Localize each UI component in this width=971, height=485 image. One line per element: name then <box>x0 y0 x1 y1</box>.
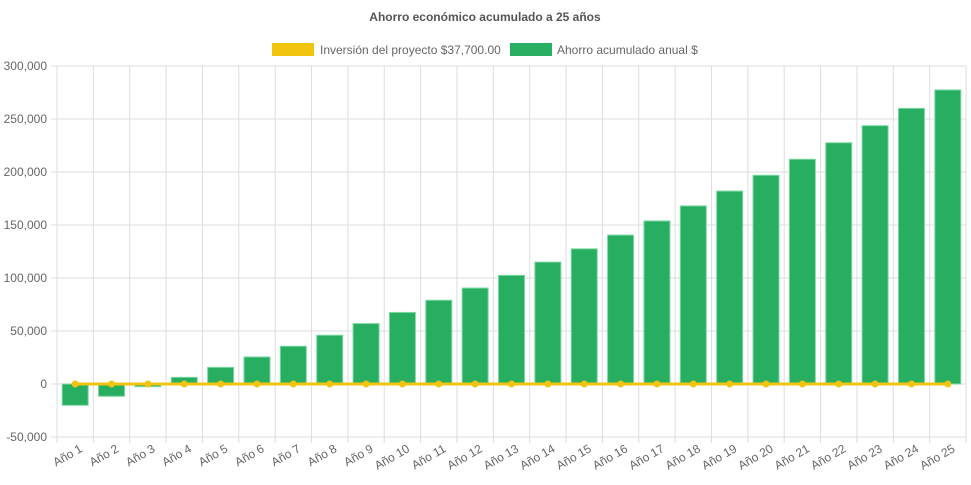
x-tick-label: Año 13 <box>481 441 521 472</box>
x-tick-label: Año 5 <box>196 441 230 469</box>
investment-point <box>326 380 334 388</box>
investment-point <box>580 380 588 388</box>
x-tick-label: Año 24 <box>881 441 921 472</box>
bar <box>243 356 271 385</box>
bar <box>643 220 671 385</box>
investment-point <box>180 380 188 388</box>
investment-point <box>362 380 370 388</box>
x-tick-label: Año 2 <box>87 441 121 469</box>
x-tick-label: Año 3 <box>123 441 157 469</box>
x-tick-label: Año 11 <box>409 441 448 472</box>
bar <box>388 311 416 385</box>
x-tick-label: Año 25 <box>917 441 957 472</box>
investment-point <box>689 380 697 388</box>
bar <box>825 142 853 385</box>
investment-point <box>726 380 734 388</box>
x-tick-label: Año 23 <box>845 441 885 472</box>
y-tick-label: 300,000 <box>4 59 48 73</box>
x-tick-label: Año 15 <box>554 441 594 472</box>
bar <box>607 234 635 385</box>
investment-point <box>508 380 515 388</box>
x-tick-label: Año 16 <box>590 441 630 472</box>
x-tick-label: Año 7 <box>269 441 303 469</box>
bar <box>498 274 525 385</box>
x-tick-label: Año 20 <box>736 441 776 472</box>
x-tick-label: Año 6 <box>232 441 266 469</box>
investment-point <box>471 380 479 388</box>
y-tick-label: 250,000 <box>4 112 48 126</box>
bar <box>716 190 744 385</box>
y-tick-label: 100,000 <box>4 271 48 285</box>
investment-point <box>544 380 552 388</box>
x-tick-label: Año 14 <box>517 441 557 472</box>
bar <box>352 323 380 385</box>
investment-point <box>798 380 806 388</box>
legend-swatch-investment[interactable] <box>272 43 314 56</box>
x-tick-label: Año 22 <box>808 441 848 472</box>
investment-point <box>653 380 661 388</box>
bar <box>316 334 344 385</box>
x-tick-label: Año 4 <box>160 441 194 469</box>
investment-point <box>762 380 770 388</box>
x-tick-label: Año 21 <box>772 441 812 472</box>
investment-point <box>398 380 406 388</box>
investment-point <box>907 380 915 388</box>
investment-point <box>435 380 443 388</box>
legend-label-investment[interactable]: Inversión del proyecto $37,700.00 <box>320 43 501 57</box>
bar <box>861 125 889 385</box>
investment-point <box>144 380 152 388</box>
x-tick-label: Año 17 <box>626 441 666 472</box>
legend-label-savings[interactable]: Ahorro acumulado anual $ <box>557 43 698 57</box>
y-tick-label: 200,000 <box>4 165 48 179</box>
x-tick-label: Año 18 <box>663 441 703 472</box>
investment-point <box>289 380 297 388</box>
bar <box>534 261 562 385</box>
investment-point <box>71 380 79 388</box>
x-tick-label: Año 10 <box>372 441 412 472</box>
y-tick-label: 50,000 <box>10 324 47 338</box>
x-tick-label: Año 8 <box>305 441 339 469</box>
investment-point <box>944 380 952 388</box>
y-tick-label: -50,000 <box>6 430 47 444</box>
y-tick-label: 150,000 <box>4 218 48 232</box>
bar <box>788 158 816 385</box>
bar <box>570 248 598 385</box>
chart-title: Ahorro económico acumulado a 25 años <box>369 10 601 24</box>
bar <box>461 287 489 385</box>
y-tick-label: 0 <box>40 377 47 391</box>
investment-point <box>835 380 843 388</box>
bar <box>279 345 307 385</box>
x-tick-label: Año 12 <box>445 441 485 472</box>
legend: Inversión del proyecto $37,700.00 Ahorro… <box>272 43 698 57</box>
bar <box>897 107 925 385</box>
investment-point <box>253 380 261 388</box>
x-tick-label: Año 19 <box>699 441 739 472</box>
x-tick-label: Año 1 <box>51 441 85 469</box>
bar <box>425 299 453 385</box>
x-tick-label: Año 9 <box>341 441 375 469</box>
bar <box>679 205 707 385</box>
investment-point <box>871 380 879 388</box>
legend-swatch-savings[interactable] <box>510 43 552 56</box>
investment-point <box>617 380 625 388</box>
investment-point <box>108 380 116 388</box>
investment-point <box>217 380 225 388</box>
bar <box>934 89 962 385</box>
bar <box>752 174 780 385</box>
